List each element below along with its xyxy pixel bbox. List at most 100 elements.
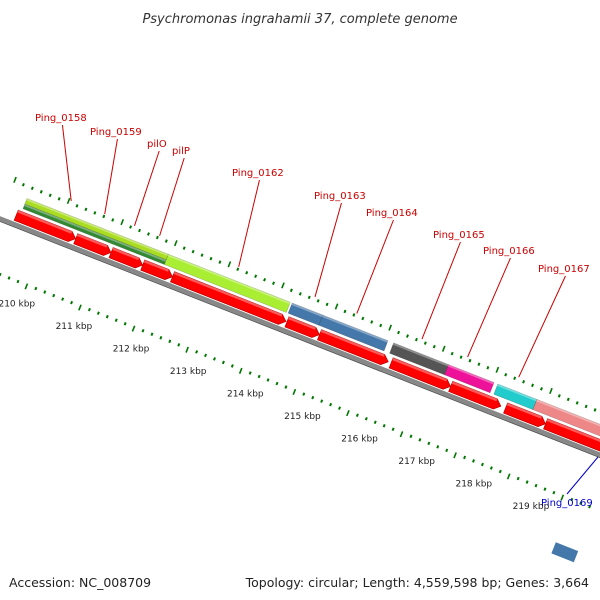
label-leader-line — [356, 219, 394, 314]
inner-ruler-tick — [105, 314, 109, 319]
feature-ping-0163-highlight — [291, 303, 323, 317]
inner-ruler-tick — [543, 487, 547, 491]
outer-ruler-tick — [575, 401, 579, 405]
cds-arrow-highlight — [76, 233, 108, 248]
outer-ruler-tick — [361, 316, 365, 321]
outer-ruler-tick — [477, 362, 481, 366]
scale-label: 212 kbp — [113, 344, 150, 354]
inner-ruler-tick — [238, 367, 243, 374]
scale-label: 215 kbp — [284, 412, 321, 422]
inner-ruler-tick — [78, 304, 82, 311]
outer-ruler-tick — [191, 249, 195, 254]
feature-ping-0167-highlight — [497, 384, 537, 402]
inner-ruler-tick — [329, 402, 333, 407]
outer-ruler-tick — [450, 351, 454, 356]
inner-ruler-tick — [373, 420, 377, 425]
outer-ruler-tick — [21, 183, 25, 187]
cds-arrow — [284, 316, 320, 338]
inner-ruler-tick — [480, 462, 484, 467]
label-leader-line — [518, 275, 566, 378]
outer-ruler-tick — [254, 274, 258, 279]
scale-label: 219 kbp — [513, 502, 550, 512]
backbone-line — [0, 216, 600, 458]
inner-ruler-tick — [302, 392, 306, 396]
cds-arrow — [317, 329, 389, 366]
cds-arrow-highlight — [143, 259, 169, 272]
outer-ruler-tick — [75, 204, 79, 208]
inner-ruler-tick — [43, 290, 47, 294]
inner-ruler-tick — [16, 279, 20, 284]
feature-ping-0168-highlight — [536, 399, 600, 427]
outer-ruler-tick — [164, 239, 168, 243]
inner-ruler-tick — [534, 483, 538, 488]
label-leader-line — [467, 257, 511, 358]
scale-label: 211 kbp — [56, 322, 93, 332]
cds-arrow — [170, 271, 287, 325]
gene-label: Ping_0167 — [538, 264, 590, 275]
inner-ruler-tick — [34, 286, 38, 291]
scale-label: 213 kbp — [170, 367, 207, 377]
inner-ruler-tick — [346, 409, 350, 417]
inner-ruler-tick — [123, 321, 127, 326]
inner-ruler-tick — [525, 480, 529, 484]
gene-label: pilP — [172, 146, 190, 157]
outer-ruler-tick — [138, 228, 142, 233]
label-leader-line — [238, 179, 260, 267]
feature-ping-0166-highlight — [447, 364, 495, 385]
inner-ruler-tick — [472, 459, 475, 463]
outer-ruler-tick — [557, 394, 561, 398]
outer-ruler-tick — [182, 246, 186, 250]
cds-arrow — [543, 418, 600, 452]
outer-ruler-tick — [57, 197, 61, 201]
outer-ruler-tick — [370, 320, 374, 324]
inner-ruler-tick — [560, 494, 565, 501]
outer-ruler-tick — [129, 225, 133, 229]
gene-label: Ping_0159 — [90, 127, 142, 138]
feature-ping-0164-highlight — [322, 315, 388, 343]
inner-ruler-tick — [427, 441, 431, 446]
outer-ruler-tick — [30, 186, 34, 191]
feature-ping-0159-pilO-pilP-highlight — [24, 204, 167, 262]
inner-ruler-tick — [453, 452, 457, 459]
inner-ruler-tick — [177, 343, 181, 347]
inner-ruler-tick — [275, 381, 279, 386]
outer-ruler-tick — [39, 190, 43, 194]
inner-ruler-tick — [195, 350, 199, 354]
inner-ruler-tick — [489, 466, 493, 470]
gene-label: Ping_0158 — [35, 113, 87, 124]
inner-ruler-tick — [552, 490, 556, 495]
gene-label: pilO — [147, 139, 167, 150]
outer-ruler-tick — [522, 380, 526, 384]
inner-ruler-tick — [131, 325, 136, 332]
inner-ruler-tick — [436, 445, 440, 449]
outer-ruler-tick — [441, 345, 446, 352]
cds-arrow-highlight — [173, 271, 283, 317]
feature-track — [22, 198, 600, 563]
outer-ruler-tick — [486, 365, 490, 370]
inner-ruler-tick — [418, 438, 422, 442]
map-title: Psychromonas ingrahamii 37, complete gen… — [142, 12, 457, 27]
inner-ruler-tick — [338, 406, 342, 410]
inner-ruler-tick — [399, 431, 404, 438]
outer-ruler-tick — [414, 337, 418, 342]
inner-ruler-tick — [52, 293, 56, 298]
cds-arrow-highlight — [506, 402, 542, 419]
cds-arrow — [13, 209, 77, 242]
outer-ruler-tick — [209, 256, 213, 261]
label-leader-line — [566, 456, 599, 495]
scale-label: 214 kbp — [227, 389, 264, 399]
outer-ruler-tick — [468, 358, 472, 363]
inner-ruler-tick — [506, 473, 511, 480]
feature-ping-0164 — [318, 314, 389, 352]
label-leader-line — [159, 157, 185, 236]
inner-ruler-tick — [391, 427, 395, 432]
inner-ruler-tick — [445, 448, 449, 453]
outer-ruler-tick — [549, 387, 553, 395]
inner-ruler-tick — [364, 416, 368, 421]
outer-ruler-tick — [93, 211, 97, 215]
scale-label: 216 kbp — [341, 434, 378, 444]
outer-ruler-tick — [352, 313, 356, 317]
gene-label: Ping_0163 — [314, 191, 366, 202]
outer-ruler-tick — [495, 366, 500, 373]
